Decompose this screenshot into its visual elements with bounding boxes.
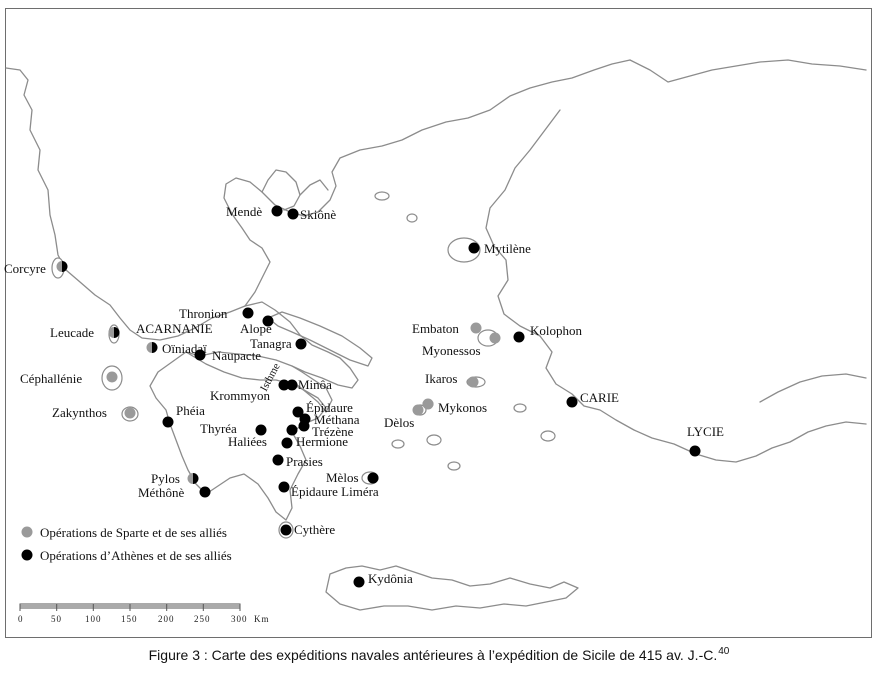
marker-skione	[287, 208, 299, 220]
label-melos: Mèlos	[326, 470, 359, 485]
marker-krommyon	[278, 379, 290, 391]
label-pheia: Phéia	[176, 403, 205, 418]
label-lycie: LYCIE	[687, 424, 724, 439]
marker-naupacte	[194, 349, 206, 361]
marker-trezene	[298, 420, 310, 432]
marker-methone	[199, 486, 211, 498]
label-haliees: Haliées	[228, 434, 267, 449]
markers	[56, 205, 701, 588]
legend-athens-label: Opérations d’Athènes et de ses alliés	[40, 548, 232, 563]
map-frame	[5, 8, 872, 638]
marker-mytilene	[468, 242, 480, 254]
marker-epidaure	[292, 406, 304, 418]
label-mytilene: Mytilène	[484, 241, 531, 256]
legend: Opérations de Sparte et de ses alliés Op…	[21, 525, 232, 563]
scale-tick-200: 200	[158, 614, 175, 624]
label-skione: Skiônè	[300, 207, 336, 222]
marker-thronion	[242, 307, 254, 319]
label-thronion: Thronion	[179, 306, 228, 321]
marker-melos	[367, 472, 379, 484]
marker-corcyre	[56, 261, 68, 272]
label-carie: CARIE	[580, 390, 619, 405]
marker-kydonia	[353, 576, 365, 588]
scale-tick-150: 150	[121, 614, 138, 624]
label-acarnanie: ACARNANIE	[136, 321, 213, 336]
marker-cythere	[280, 524, 292, 536]
label-epidaure: Épidaure	[306, 400, 353, 415]
label-delos: Dèlos	[384, 415, 414, 430]
marker-carie	[566, 396, 578, 408]
label-naupacte: Naupacte	[212, 348, 261, 363]
label-prasies: Prasies	[286, 454, 323, 469]
marker-leucade	[108, 327, 120, 338]
scale-tick-300: 300	[231, 614, 248, 624]
marker-alope	[262, 315, 274, 327]
caption-text: Figure 3 : Carte des expéditions navales…	[148, 647, 718, 663]
label-kydonia: Kydônia	[368, 571, 413, 586]
label-zakynthos: Zakynthos	[52, 405, 107, 420]
scale-tick-250: 250	[194, 614, 211, 624]
marker-mende	[271, 205, 283, 217]
legend-athens-swatch	[21, 549, 33, 561]
scale-bar: 0 50 100 150 200 250 300 Km	[18, 603, 270, 624]
marker-prasies	[272, 454, 284, 466]
scale-tick-0: 0	[18, 614, 24, 624]
map: Corcyre Leucade ACARNANIE Oïniadaï Cépha…	[4, 59, 867, 624]
label-hermione: Hermione	[296, 434, 348, 449]
marker-delos	[412, 404, 424, 416]
label-thyrea: Thyréa	[200, 421, 237, 436]
marker-zakynthos	[124, 407, 136, 419]
marker-oiniadai	[146, 342, 158, 353]
label-epidaure-limera: Épidaure Liméra	[291, 484, 379, 499]
label-embaton: Embaton	[412, 321, 459, 336]
marker-thyrea	[255, 424, 267, 436]
label-methone: Méthônè	[138, 485, 184, 500]
label-kolophon: Kolophon	[530, 323, 583, 338]
label-myonessos: Myonessos	[422, 343, 481, 358]
label-leucade: Leucade	[50, 325, 94, 340]
legend-sparta-label: Opérations de Sparte et de ses alliés	[40, 525, 227, 540]
label-trezene: Trézène	[312, 424, 354, 439]
label-corcyre: Corcyre	[4, 261, 46, 276]
marker-tanagra	[295, 338, 307, 350]
label-ikaros: Ikaros	[425, 371, 458, 386]
label-cephallenie: Céphallénie	[20, 371, 82, 386]
legend-sparta-swatch	[21, 526, 33, 538]
figure-caption: Figure 3 : Carte des expéditions navales…	[0, 646, 878, 663]
marker-pylos	[187, 473, 199, 484]
marker-pheia	[162, 416, 174, 428]
marker-mykonos	[422, 398, 434, 410]
marker-embaton	[470, 322, 482, 334]
label-methana: Méthana	[314, 412, 360, 427]
label-mende: Mendè	[226, 204, 262, 219]
marker-ikaros	[467, 376, 479, 388]
marker-epidaure-limera	[278, 481, 290, 493]
scale-tick-50: 50	[51, 614, 62, 624]
label-mykonos: Mykonos	[438, 400, 487, 415]
marker-myonessos	[489, 332, 501, 344]
marker-haliees	[281, 437, 293, 449]
scale-tick-100: 100	[85, 614, 102, 624]
marker-kolophon	[513, 331, 525, 343]
marker-hermione-a	[286, 424, 298, 436]
caption-footnote: 40	[718, 646, 730, 657]
marker-minoa	[286, 379, 298, 391]
label-pylos: Pylos	[151, 471, 180, 486]
label-cythere: Cythère	[294, 522, 335, 537]
label-minoa: Minôa	[298, 377, 332, 392]
scale-unit: Km	[254, 614, 270, 624]
marker-cephallenie	[106, 371, 118, 383]
marker-lycie	[689, 445, 701, 457]
label-tanagra: Tanagra	[250, 336, 292, 351]
label-krommyon: Krommyon	[210, 388, 270, 403]
